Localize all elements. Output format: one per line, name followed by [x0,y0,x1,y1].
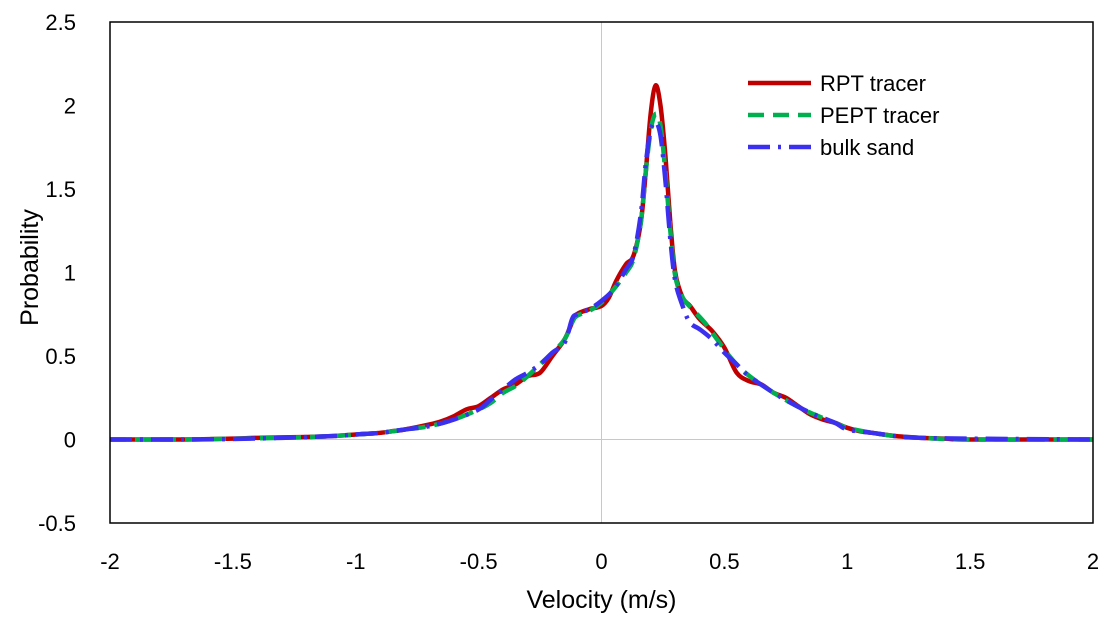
x-tick-label: 2 [1087,549,1099,574]
x-tick-label: -0.5 [460,549,498,574]
y-tick-label: 2 [64,94,76,119]
legend-label: bulk sand [820,135,914,160]
y-tick-label: 1.5 [45,177,76,202]
y-tick-label: 0.5 [45,344,76,369]
x-tick-label: -1.5 [214,549,252,574]
x-tick-label: 1 [841,549,853,574]
y-tick-label: 2.5 [45,10,76,35]
x-tick-label: -2 [100,549,120,574]
y-axis-ticks: -0.5 0 0.5 1 1.5 2 2.5 [38,10,76,536]
legend-label: RPT tracer [820,71,926,96]
series-layer [109,83,1094,442]
x-axis-title: Velocity (m/s) [526,586,676,614]
plot-frame [109,21,1094,524]
x-tick-label: 1.5 [955,549,986,574]
x-tick-label: 0.5 [709,549,740,574]
series-line-3 [109,119,1094,442]
x-axis-ticks: -2 -1.5 -1 -0.5 0 0.5 1 1.5 2 [100,549,1099,574]
x-tick-label: -1 [346,549,366,574]
zero-lines [110,22,1093,523]
x-tick-label: 0 [595,549,607,574]
y-tick-label: 1 [64,261,76,286]
legend: RPT tracer PEPT tracer bulk sand [748,71,939,160]
legend-label: PEPT tracer [820,103,939,128]
y-tick-label: -0.5 [38,511,76,536]
y-tick-label: 0 [64,428,76,453]
y-axis-title: Probability [16,209,44,326]
